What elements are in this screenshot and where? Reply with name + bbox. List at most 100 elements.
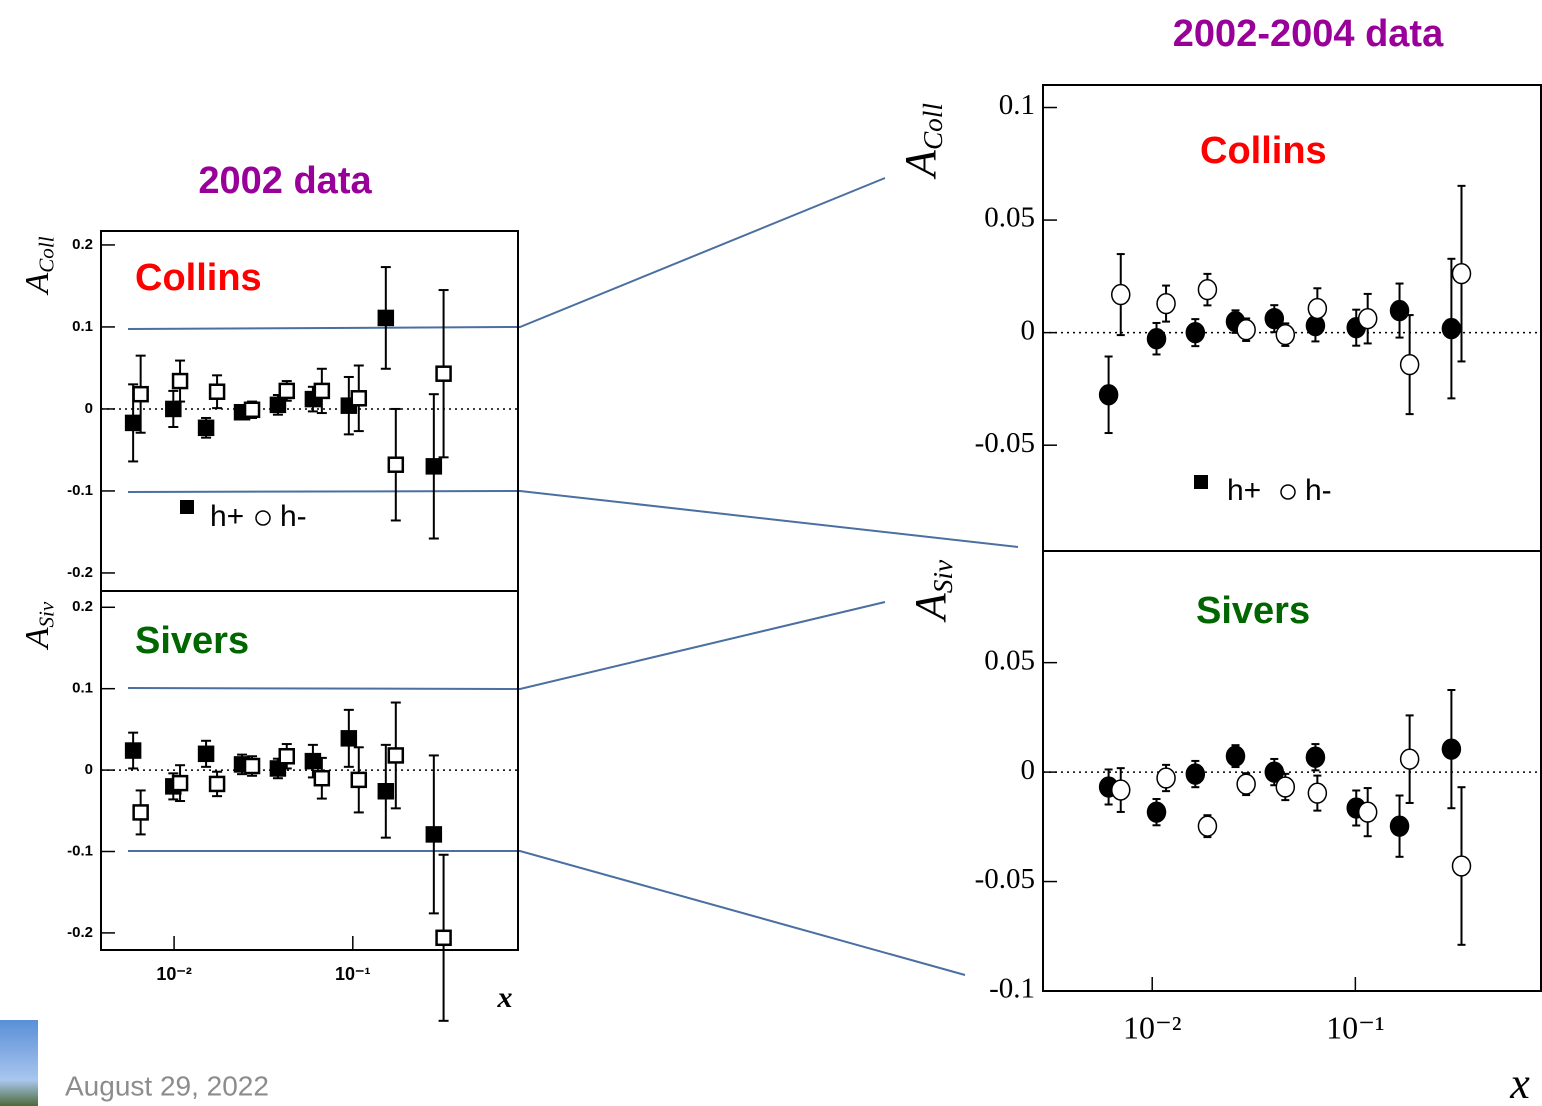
y-tick-label: -0.1 bbox=[67, 482, 93, 499]
y-tick-label: 0.1 bbox=[72, 680, 93, 697]
x-tick-label: 10⁻² bbox=[156, 964, 192, 984]
y-tick-label: 0.05 bbox=[984, 202, 1035, 234]
marker bbox=[1441, 738, 1462, 760]
marker bbox=[435, 929, 452, 947]
y-tick-label: -0.1 bbox=[989, 973, 1035, 1005]
plot-frame bbox=[1042, 550, 1542, 992]
marker bbox=[1236, 319, 1256, 341]
zoom-lines bbox=[127, 177, 1019, 976]
marker bbox=[1236, 773, 1256, 795]
left-title: 2002 data bbox=[198, 160, 372, 202]
marker bbox=[1275, 776, 1296, 798]
y-tick-label: -0.2 bbox=[67, 924, 93, 941]
series bbox=[1098, 257, 1462, 435]
y-axis-label-sub: Coll bbox=[918, 103, 948, 150]
marker bbox=[377, 309, 395, 327]
marker bbox=[1399, 353, 1420, 376]
marker bbox=[1146, 801, 1167, 823]
x-tick-label: 10⁻¹ bbox=[1326, 1009, 1384, 1045]
marker bbox=[1156, 292, 1176, 315]
marker bbox=[350, 390, 368, 407]
right-title: 2002-2004 data bbox=[1173, 13, 1444, 55]
series bbox=[1098, 689, 1462, 858]
marker bbox=[1185, 321, 1206, 344]
y-axis-label-sub: Siv bbox=[34, 601, 58, 627]
marker bbox=[1389, 299, 1410, 322]
y-axis-label-main: A bbox=[19, 627, 56, 650]
marker bbox=[124, 414, 142, 432]
marker bbox=[1357, 801, 1378, 823]
marker bbox=[1197, 278, 1218, 301]
y-axis-label: ASiv bbox=[906, 559, 958, 623]
marker bbox=[1110, 779, 1131, 801]
marker bbox=[387, 747, 405, 764]
marker bbox=[425, 458, 443, 475]
marker bbox=[1357, 308, 1378, 330]
chart: -0.2 -0.1 0 0.1 0.2 10⁻² 10⁻¹ ASiv x Sivers bbox=[19, 590, 519, 1022]
marker bbox=[1307, 782, 1328, 804]
y-tick-label: -0.2 bbox=[67, 564, 93, 581]
marker bbox=[124, 742, 142, 759]
zoom-line bbox=[128, 850, 966, 976]
annotation: Sivers bbox=[1196, 590, 1310, 632]
annotation: Sivers bbox=[135, 620, 249, 662]
date: August 29, 2022 bbox=[65, 1070, 269, 1101]
marker bbox=[425, 826, 443, 843]
x-tick-label: 10⁻² bbox=[1123, 1009, 1181, 1045]
marker bbox=[1451, 855, 1472, 877]
x-axis-label: x bbox=[497, 981, 513, 1014]
marker bbox=[1264, 761, 1285, 783]
marker bbox=[1307, 297, 1328, 320]
marker bbox=[1156, 767, 1176, 789]
zoom-line bbox=[127, 177, 886, 330]
marker bbox=[350, 771, 368, 789]
y-axis-label-main: A bbox=[896, 149, 945, 180]
marker bbox=[377, 783, 395, 800]
marker bbox=[208, 775, 226, 793]
series bbox=[1110, 714, 1472, 946]
marker bbox=[1399, 748, 1420, 770]
legend-marker bbox=[180, 500, 194, 514]
legend-marker bbox=[1280, 484, 1296, 500]
marker bbox=[313, 769, 331, 787]
y-tick-label: 0 bbox=[1021, 314, 1036, 346]
y-axis-label-main: A bbox=[19, 273, 56, 296]
marker bbox=[165, 400, 182, 418]
marker bbox=[435, 365, 452, 382]
marker bbox=[132, 385, 149, 403]
marker bbox=[243, 757, 261, 775]
marker bbox=[1441, 317, 1462, 340]
marker bbox=[1305, 746, 1326, 768]
marker bbox=[1451, 263, 1472, 285]
y-axis-label-sub: Siv bbox=[928, 559, 958, 593]
annotation: Collins bbox=[1200, 130, 1327, 172]
marker bbox=[269, 396, 287, 414]
y-tick-label: 0.2 bbox=[72, 236, 93, 253]
marker bbox=[132, 804, 149, 821]
thumbnail bbox=[0, 1020, 38, 1106]
marker bbox=[313, 382, 331, 400]
series bbox=[1110, 184, 1472, 416]
marker bbox=[278, 748, 296, 765]
marker bbox=[171, 774, 189, 792]
x-axis-label: x bbox=[1509, 1059, 1530, 1106]
y-axis-label: AColl bbox=[896, 103, 948, 180]
annotation: Collins bbox=[135, 257, 262, 299]
chart: -0.1 -0.05 0 0.05 10⁻² 10⁻¹ ASiv x Sivers bbox=[906, 550, 1542, 1106]
legend-marker bbox=[255, 510, 271, 526]
marker bbox=[243, 401, 261, 419]
marker bbox=[1264, 308, 1285, 330]
marker bbox=[1098, 384, 1119, 406]
y-axis-label: ASiv bbox=[19, 601, 59, 650]
marker bbox=[197, 419, 215, 437]
marker bbox=[1225, 745, 1246, 767]
y-axis-label-main: A bbox=[906, 592, 955, 623]
marker bbox=[1197, 815, 1218, 837]
y-tick-label: 0 bbox=[85, 761, 93, 778]
y-tick-label: 0.2 bbox=[72, 598, 93, 615]
y-tick-label: 0.1 bbox=[999, 89, 1035, 121]
marker bbox=[197, 745, 215, 763]
y-tick-label: 0 bbox=[1021, 754, 1036, 786]
